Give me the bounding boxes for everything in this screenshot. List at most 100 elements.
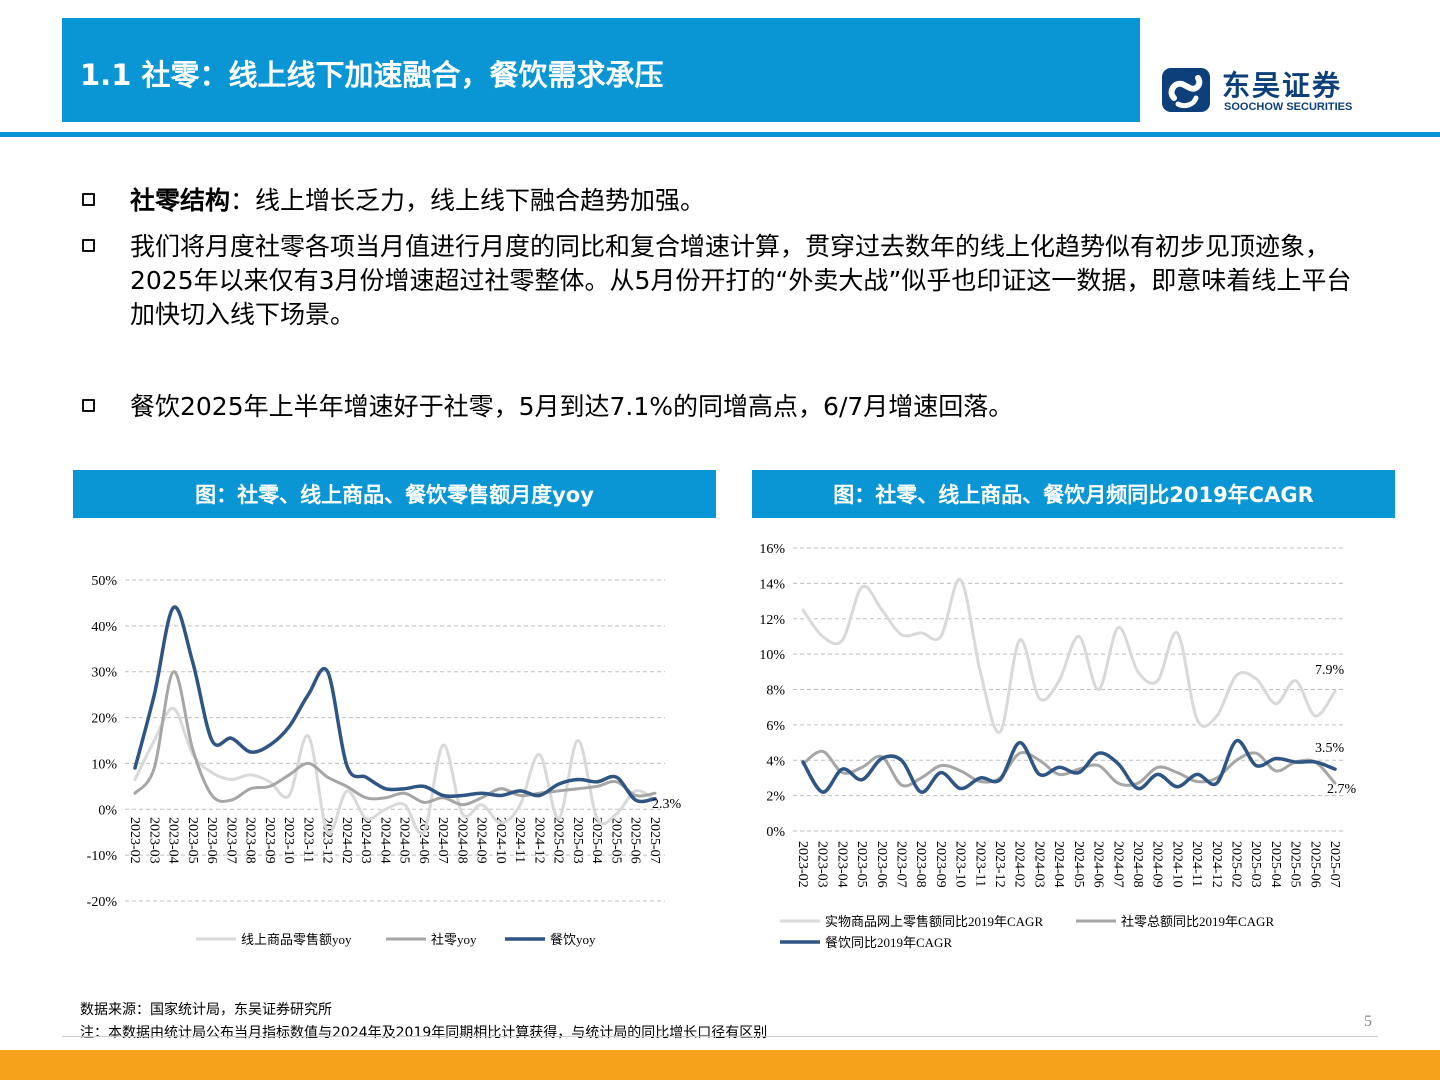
- footer-bar: [0, 1050, 1440, 1080]
- x-tick-label: 2023-07: [223, 817, 238, 864]
- bullet-checkbox-icon: [82, 193, 95, 206]
- y-tick-label: 14%: [759, 577, 785, 592]
- logo-name-en: SOOCHOW SECURITIES: [1224, 101, 1353, 113]
- x-tick-label: 2023-05: [854, 841, 869, 888]
- x-tick-label: 2023-05: [185, 817, 200, 864]
- x-tick-label: 2025-03: [1248, 841, 1263, 888]
- legend-label: 线上商品零售额yoy: [241, 932, 352, 947]
- x-tick-label: 2024-05: [1071, 841, 1086, 888]
- x-tick-label: 2023-04: [834, 841, 849, 888]
- bullet-checkbox-icon: [82, 399, 95, 412]
- x-tick-label: 2025-06: [628, 817, 643, 864]
- series-line-3: [801, 739, 1337, 794]
- y-tick-label: 0%: [766, 825, 785, 840]
- x-tick-label: 2025-05: [608, 817, 623, 864]
- chart-1-title: 图：社零、线上商品、餐饮零售额月度yoy: [73, 470, 716, 518]
- y-tick-label: 16%: [759, 542, 785, 557]
- x-tick-label: 2023-03: [146, 817, 161, 864]
- bullet-2-text: 我们将月度社零各项当月值进行月度的同比和复合增速计算，贯穿过去数年的线上化趋势似…: [130, 232, 1352, 329]
- y-tick-label: -10%: [87, 849, 118, 864]
- x-tick-label: 2025-03: [570, 817, 585, 864]
- x-tick-label: 2024-02: [1012, 841, 1027, 888]
- x-tick-label: 2023-12: [992, 841, 1007, 888]
- bullet-1: 社零结构：线上增长乏力，线上线下融合趋势加强。: [130, 184, 1370, 218]
- x-tick-label: 2023-06: [874, 841, 889, 888]
- x-tick-label: 2024-02: [339, 817, 354, 864]
- legend-label: 餐饮同比2019年CAGR: [825, 935, 952, 950]
- x-tick-label: 2024-07: [1110, 841, 1125, 888]
- x-tick-label: 2024-10: [493, 817, 508, 864]
- x-tick-label: 2024-12: [1209, 841, 1224, 888]
- x-tick-label: 2025-05: [1288, 841, 1303, 888]
- x-tick-label: 2024-10: [1169, 841, 1184, 888]
- legend-label: 社零总额同比2019年CAGR: [1121, 914, 1274, 929]
- series-line-1: [133, 706, 657, 836]
- data-note: 注：本数据由统计局公布当月指标数值与2024年及2019年同期相比计算获得，与统…: [80, 1025, 768, 1041]
- x-tick-label: 2023-02: [127, 817, 142, 864]
- x-tick-label: 2023-10: [281, 817, 296, 864]
- data-source: 数据来源：国家统计局，东吴证券研究所: [80, 1002, 332, 1018]
- legend-label: 实物商品网上零售额同比2019年CAGR: [825, 914, 1043, 929]
- x-tick-label: 2024-11: [512, 817, 527, 863]
- x-tick-label: 2024-09: [1150, 841, 1165, 888]
- x-tick-label: 2024-09: [474, 817, 489, 864]
- x-tick-label: 2023-06: [204, 817, 219, 864]
- bullet-1-bold: 社零结构: [130, 186, 231, 215]
- x-tick-label: 2023-11: [972, 841, 987, 887]
- bullet-1-text: ：线上增长乏力，线上线下融合趋势加强。: [230, 186, 706, 215]
- x-tick-label: 2024-12: [531, 817, 546, 864]
- x-tick-label: 2023-02: [795, 841, 810, 888]
- x-tick-label: 2023-07: [894, 841, 909, 888]
- x-tick-label: 2025-04: [1268, 841, 1283, 888]
- logo-name-cn: 东吴证券: [1222, 69, 1343, 102]
- chart-cagr: 0% 2% 4% 6% 8% 10% 12% 14% 16% 2023-02 2023-03 2023…: [759, 542, 1357, 950]
- bullet-checkbox-icon: [82, 239, 95, 252]
- y-tick-label: 0%: [98, 803, 117, 818]
- x-tick-label: 2024-11: [1189, 841, 1204, 887]
- y-tick-label: -20%: [87, 895, 118, 910]
- x-tick-label: 2023-10: [953, 841, 968, 888]
- y-tick-label: 10%: [91, 757, 117, 772]
- x-tick-label: 2025-07: [1327, 841, 1342, 888]
- x-tick-label: 2025-07: [647, 817, 662, 864]
- y-tick-label: 10%: [759, 648, 785, 663]
- x-tick-label: 2024-05: [397, 817, 412, 864]
- y-tick-label: 2%: [766, 790, 785, 805]
- x-tick-label: 2023-04: [166, 817, 181, 864]
- series-line-3: [133, 605, 657, 804]
- x-tick-label: 2023-08: [913, 841, 928, 888]
- x-tick-label: 2023-12: [320, 817, 335, 864]
- x-tick-label: 2023-09: [262, 817, 277, 864]
- data-label: 2.3%: [652, 797, 682, 812]
- x-tick-label: 2024-07: [435, 817, 450, 864]
- x-tick-label: 2025-02: [1228, 841, 1243, 888]
- data-label: 7.9%: [1315, 663, 1345, 678]
- x-tick-label: 2023-09: [933, 841, 948, 888]
- x-tick-label: 2024-04: [377, 817, 392, 864]
- top-divider: [0, 132, 1440, 137]
- y-tick-label: 30%: [91, 666, 117, 681]
- bottom-divider: [62, 1036, 1378, 1037]
- y-tick-label: 4%: [766, 754, 785, 769]
- x-tick-label: 2023-03: [815, 841, 830, 888]
- x-tick-label: 2024-03: [358, 817, 373, 864]
- y-tick-label: 12%: [759, 613, 785, 628]
- x-tick-label: 2024-08: [1130, 841, 1145, 888]
- chart-2-title: 图：社零、线上商品、餐饮月频同比2019年CAGR: [752, 470, 1395, 518]
- x-tick-label: 2024-06: [1091, 841, 1106, 888]
- y-tick-label: 6%: [766, 719, 785, 734]
- x-tick-label: 2024-06: [416, 817, 431, 864]
- page-number: 5: [1364, 1013, 1372, 1030]
- bullet-2: 我们将月度社零各项当月值进行月度的同比和复合增速计算，贯穿过去数年的线上化趋势似…: [130, 230, 1370, 332]
- x-tick-label: 2023-08: [243, 817, 258, 864]
- data-label: 2.7%: [1327, 782, 1357, 797]
- logo: 东吴证券 SOOCHOW SECURITIES: [1160, 60, 1380, 120]
- y-tick-label: 20%: [91, 712, 117, 727]
- x-tick-label: 2025-06: [1307, 841, 1322, 888]
- legend-label: 餐饮yoy: [550, 932, 596, 947]
- series-line-1: [801, 578, 1337, 734]
- y-tick-label: 8%: [766, 684, 785, 699]
- x-tick-label: 2024-03: [1031, 841, 1046, 888]
- x-tick-label: 2024-04: [1051, 841, 1066, 888]
- page-title: 1.1 社零：线上线下加速融合，餐饮需求承压: [80, 58, 664, 92]
